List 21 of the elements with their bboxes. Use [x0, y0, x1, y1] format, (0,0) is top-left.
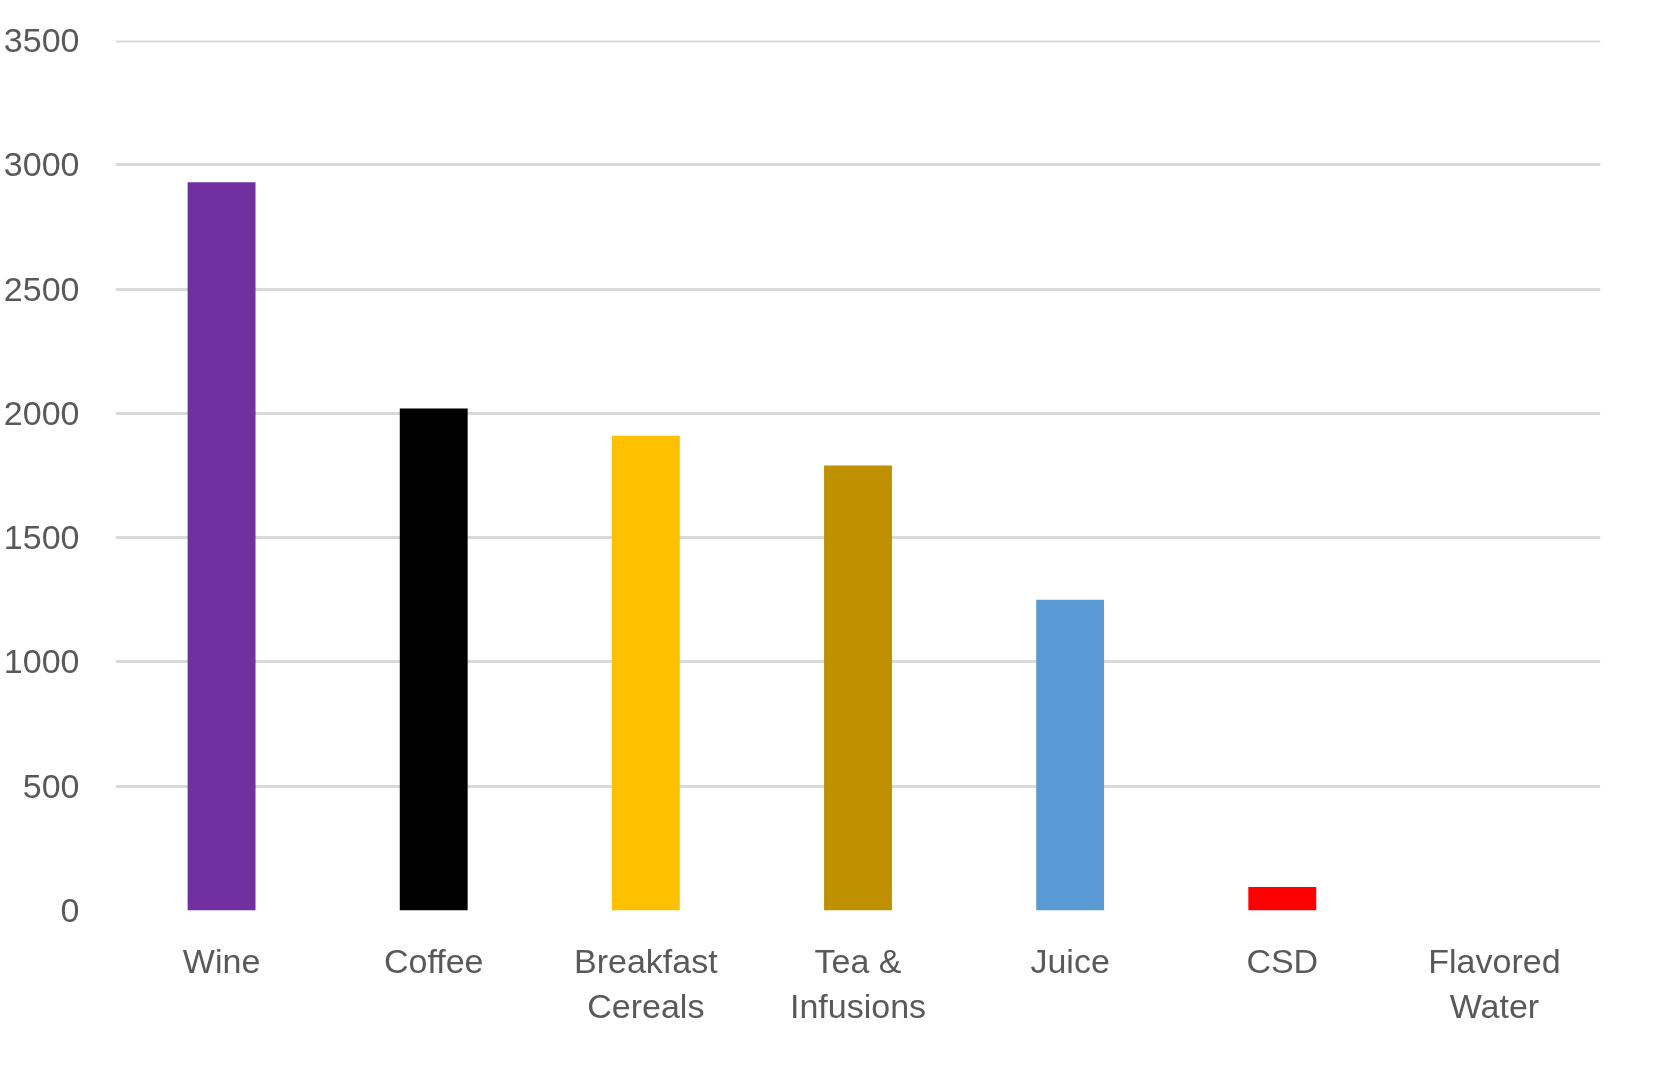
y-tick-label: 500: [22, 766, 80, 805]
x-tick-label: Tea & Infusions: [789, 941, 927, 1026]
y-tick-label: 3000: [3, 145, 80, 184]
y-tick-label: 1000: [3, 642, 80, 681]
bar: [1248, 886, 1317, 911]
y-tick-label: 2500: [3, 269, 80, 308]
y-tick-label: 1500: [3, 518, 80, 557]
bar: [611, 435, 680, 911]
bar: [824, 465, 892, 911]
x-tick-label: Wine: [182, 941, 261, 980]
x-tick-label: Coffee: [383, 941, 484, 980]
y-tick-label: 2000: [3, 393, 80, 432]
y-tick-label: 3500: [3, 21, 80, 59]
y-tick-label: 0: [60, 891, 80, 929]
x-tick-label: Breakfast Cereals: [574, 941, 719, 1026]
bar: [1036, 599, 1105, 911]
x-tick-label: Juice: [1030, 941, 1110, 980]
bar: [399, 408, 468, 911]
x-tick-label: CSD: [1246, 941, 1319, 980]
bar: [187, 182, 256, 911]
x-tick-label: Flavored Water: [1428, 941, 1561, 1026]
